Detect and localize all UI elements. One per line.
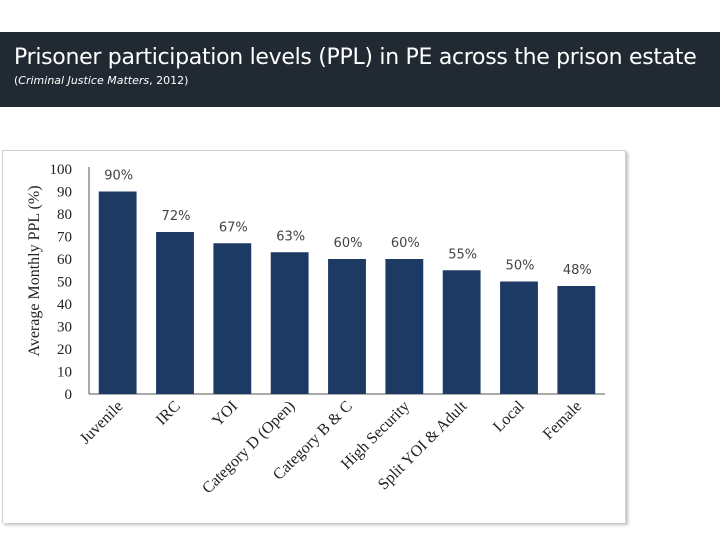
bar bbox=[213, 243, 252, 394]
data-label: 48% bbox=[563, 263, 592, 278]
y-tick-label: 20 bbox=[57, 342, 72, 358]
x-tick-label: Local bbox=[490, 397, 528, 435]
bar bbox=[500, 281, 538, 394]
y-tick-label: 70 bbox=[57, 230, 72, 246]
y-tick-label: 30 bbox=[57, 320, 72, 336]
y-tick-label: 0 bbox=[65, 387, 73, 403]
data-label: 67% bbox=[219, 220, 248, 235]
bar bbox=[385, 259, 424, 394]
y-tick-label: 80 bbox=[57, 207, 72, 223]
y-tick-label: 40 bbox=[57, 297, 72, 313]
y-tick-labels: 0 10 20 30 40 50 60 70 80 90 100 bbox=[50, 162, 73, 403]
bar bbox=[557, 286, 596, 394]
source-citation: (Criminal Justice Matters, 2012) bbox=[14, 74, 188, 87]
bar bbox=[98, 191, 137, 394]
y-tick-label: 100 bbox=[50, 162, 73, 178]
bar bbox=[156, 232, 194, 394]
source-italic: Criminal Justice Matters bbox=[18, 74, 150, 87]
bar bbox=[442, 270, 481, 394]
data-label: 60% bbox=[334, 236, 363, 251]
x-tick-label: Juvenile bbox=[77, 398, 127, 448]
data-label: 60% bbox=[391, 236, 420, 251]
source-open: ( bbox=[14, 74, 19, 87]
data-label: 50% bbox=[506, 259, 535, 274]
data-label: 63% bbox=[276, 229, 305, 244]
y-tick-label: 60 bbox=[57, 252, 72, 268]
x-tick-label: IRC bbox=[153, 398, 184, 429]
bars bbox=[98, 191, 596, 394]
data-labels: 90% 72% 67% 63% 60% 60% 55% 50% 48% bbox=[104, 169, 592, 279]
header-bar: Prisoner participation levels (PPL) in P… bbox=[0, 32, 720, 107]
y-tick-label: 50 bbox=[57, 275, 72, 291]
x-tick-label: Female bbox=[540, 398, 585, 443]
source-rest: , 2012) bbox=[149, 74, 189, 87]
data-label: 72% bbox=[162, 209, 191, 224]
bar bbox=[328, 259, 366, 394]
data-label: 90% bbox=[104, 169, 133, 184]
page-title: Prisoner participation levels (PPL) in P… bbox=[14, 45, 697, 70]
data-label: 55% bbox=[448, 247, 477, 262]
x-tick-label: YOI bbox=[209, 398, 241, 430]
y-axis-label: Average Monthly PPL (%) bbox=[26, 185, 43, 356]
y-tick-label: 10 bbox=[57, 365, 72, 381]
bar bbox=[270, 252, 309, 394]
y-tick-label: 90 bbox=[57, 185, 72, 201]
